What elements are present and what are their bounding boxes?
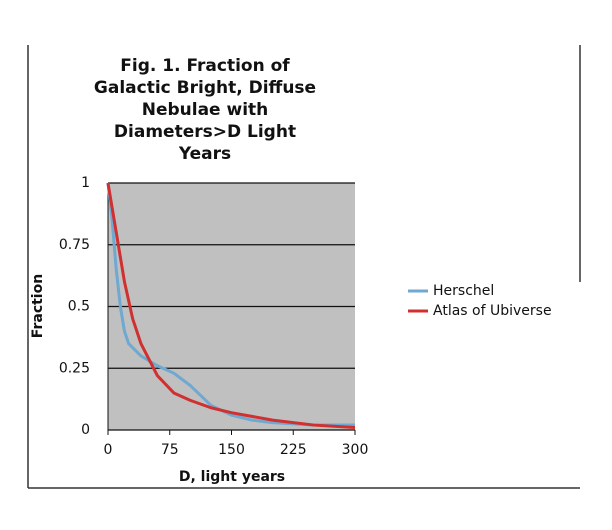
x-tick-label: 0 — [104, 442, 113, 458]
chart-title: Diameters>D Light — [114, 122, 296, 142]
legend-label: Herschel — [433, 283, 494, 299]
y-tick-label: 1 — [81, 175, 90, 191]
chart-title: Fig. 1. Fraction of — [120, 56, 290, 76]
chart-title: Galactic Bright, Diffuse — [94, 78, 316, 98]
series-line — [106, 182, 356, 430]
x-axis-title: D, light years — [179, 469, 285, 485]
y-tick-label: 0.75 — [59, 237, 90, 253]
y-tick-label: 0.5 — [68, 299, 90, 315]
x-tick-label: 300 — [342, 442, 369, 458]
y-axis-title: Fraction — [30, 274, 46, 338]
chart-title: Nebulae with — [142, 100, 269, 120]
x-tick-label: 75 — [161, 442, 179, 458]
x-tick-label: 150 — [218, 442, 245, 458]
y-tick-label: 0.25 — [59, 360, 90, 376]
y-tick-label: 0 — [81, 422, 90, 438]
series-line — [106, 182, 355, 427]
chart-title: Years — [178, 144, 231, 164]
x-tick-label: 225 — [280, 442, 307, 458]
legend-label: Atlas of Ubiverse — [433, 303, 552, 319]
